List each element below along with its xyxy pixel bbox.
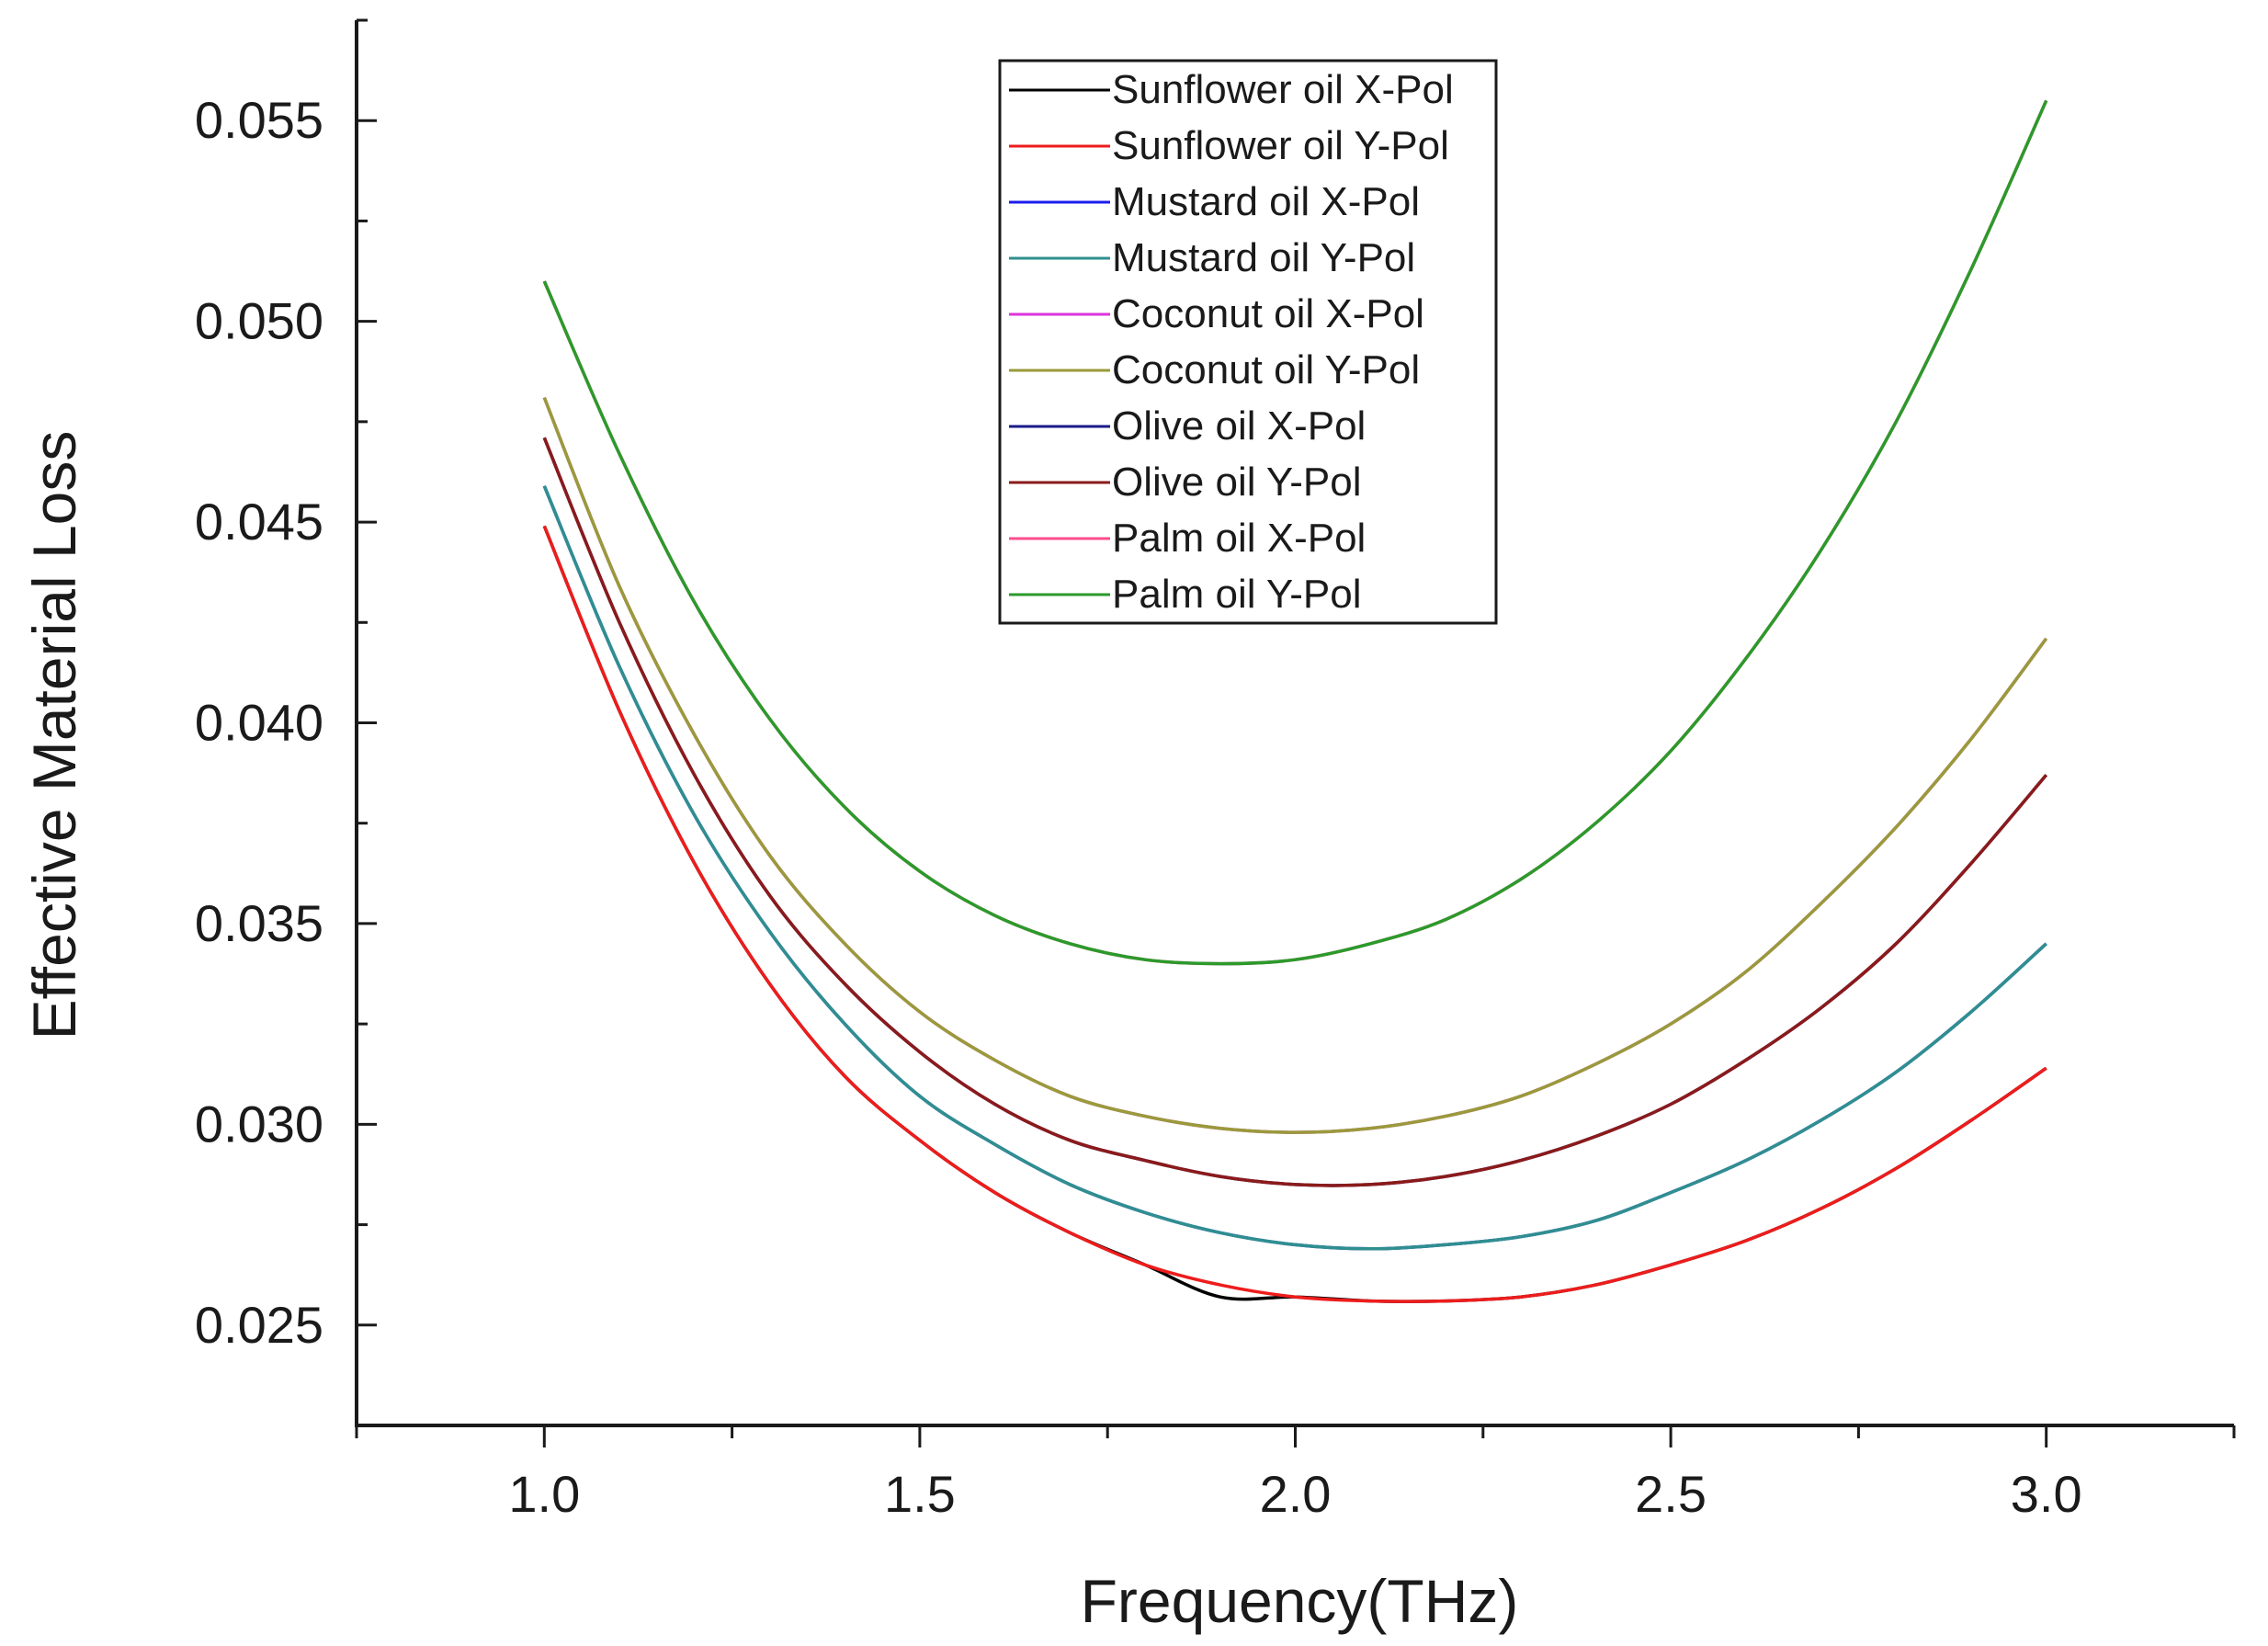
series-line-sunflower-oil-y-pol: [542, 525, 2047, 1303]
y-tick-label: 0.040: [195, 694, 323, 752]
y-tick-label: 0.050: [195, 292, 323, 350]
y-tick-label: 0.035: [195, 894, 323, 952]
x-tick-label: 2.0: [1260, 1465, 1332, 1523]
series-line-coconut-oil-y-pol: [542, 396, 2048, 1134]
legend-label-olive-oil-y-pol: Olive oil Y-Pol: [1112, 460, 1361, 505]
legend-label-sunflower-oil-y-pol: Sunflower oil Y-Pol: [1112, 123, 1449, 168]
legend-box: [998, 59, 1498, 625]
legend-label-palm-oil-y-pol: Palm oil Y-Pol: [1112, 572, 1361, 617]
y-axis-title: Effective Material Loss: [20, 431, 88, 1040]
legend-label-coconut-oil-y-pol: Coconut oil Y-Pol: [1112, 347, 1420, 392]
y-tick-label: 0.045: [195, 493, 323, 551]
legend-label-mustard-oil-y-pol: Mustard oil Y-Pol: [1112, 235, 1415, 280]
x-tick-label: 2.5: [1635, 1465, 1707, 1523]
y-tick-label: 0.030: [195, 1095, 323, 1152]
legend-label-palm-oil-x-pol: Palm oil X-Pol: [1112, 516, 1366, 561]
series-line-mustard-oil-y-pol: [542, 485, 2047, 1251]
x-tick-label: 1.0: [508, 1465, 580, 1523]
legend-label-olive-oil-x-pol: Olive oil X-Pol: [1112, 403, 1366, 448]
x-axis-title: Frequency(THz): [1081, 1567, 1519, 1635]
legend-label-mustard-oil-x-pol: Mustard oil X-Pol: [1112, 179, 1420, 224]
series-lines: [542, 99, 2048, 1303]
y-tick-label: 0.055: [195, 91, 323, 149]
series-line-palm-oil-y-pol: [542, 99, 2048, 966]
legend-label-sunflower-oil-x-pol: Sunflower oil X-Pol: [1112, 67, 1454, 112]
x-tick-label: 3.0: [2011, 1465, 2082, 1523]
legend: Sunflower oil X-Pol Sunflower oil Y-Pol Mu…: [998, 59, 1498, 625]
legend-label-coconut-oil-x-pol: Coconut oil X-Pol: [1112, 291, 1424, 336]
series-line-olive-oil-y-pol: [542, 437, 2048, 1187]
x-axis-ticks: 1.0 1.5 2.0 2.5 3.0: [355, 1425, 2236, 1523]
y-tick-label: 0.025: [195, 1296, 323, 1354]
x-tick-label: 1.5: [884, 1465, 956, 1523]
y-axis-ticks: 0.025 0.030 0.035 0.040 0.045 0.050 0.055: [195, 18, 377, 1427]
